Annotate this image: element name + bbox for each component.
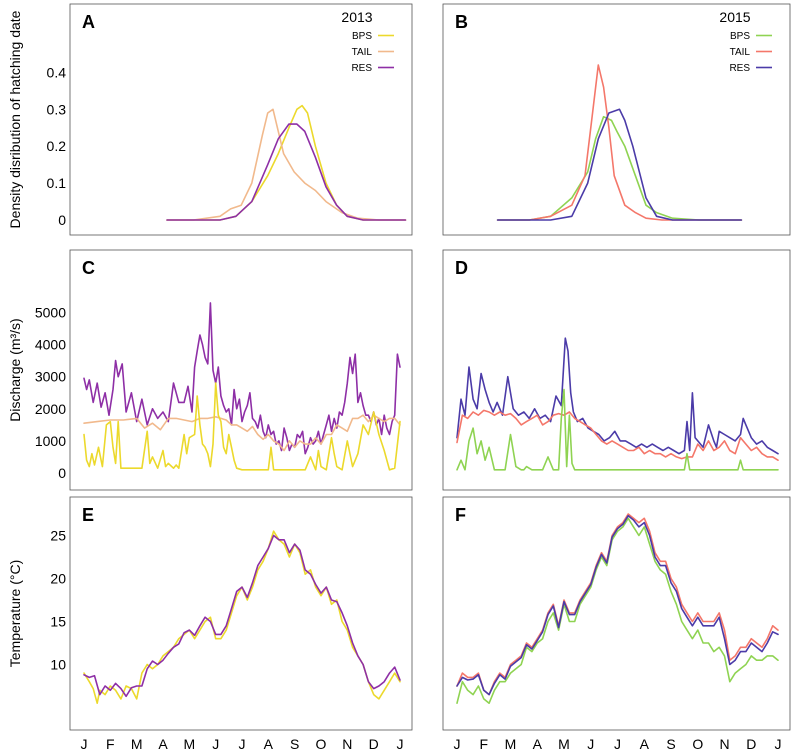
x-month-label: A — [533, 736, 543, 752]
y-tick-label: 20 — [50, 571, 66, 587]
x-month-label: O — [692, 736, 703, 752]
legend-label: BPS — [352, 31, 372, 42]
y-tick-label: 0 — [58, 212, 66, 228]
x-month-label: M — [131, 736, 143, 752]
panel-b: B 2015 BPS TAIL RES — [442, 3, 791, 236]
series-line-res — [456, 337, 779, 455]
x-month-label: S — [290, 736, 299, 752]
y-tick-label: 15 — [50, 614, 66, 630]
x-month-label: A — [158, 736, 168, 752]
series-line-tail — [456, 513, 779, 696]
series-line-tail — [456, 409, 779, 462]
series-line-res — [83, 534, 401, 698]
panel-c: C 0 1000 2000 3000 4000 5000 Discharge (m³/s) — [7, 249, 413, 491]
panel-e: E 10 15 20 25 Temperature (°C) — [7, 496, 413, 731]
series-line-tail — [496, 64, 743, 221]
panel-frame — [69, 249, 413, 491]
y-axis-label: Discharge (m³/s) — [7, 318, 23, 421]
x-month-label: D — [746, 736, 756, 752]
panel-a: A 0 0.1 0.2 0.3 0.4 Density disribution of hat… — [7, 3, 413, 236]
y-tick-label: 4000 — [35, 337, 66, 353]
x-month-label: O — [316, 736, 327, 752]
series-line-res — [166, 123, 407, 221]
x-month-label: D — [369, 736, 379, 752]
y-axis-label: Temperature (°C) — [7, 560, 23, 668]
panel-letter: D — [455, 258, 468, 278]
x-month-label: N — [342, 736, 352, 752]
x-month-label: A — [264, 736, 274, 752]
series-line-res — [456, 514, 779, 696]
y-tick-label: 0.2 — [47, 138, 67, 154]
panel-letter: A — [82, 12, 95, 32]
x-month-label: M — [183, 736, 195, 752]
legend-label: BPS — [730, 31, 750, 42]
x-month-label: J — [587, 736, 594, 752]
x-month-label: F — [106, 736, 115, 752]
x-month-label: M — [558, 736, 570, 752]
x-month-label: A — [640, 736, 650, 752]
x-month-label: J — [81, 736, 88, 752]
panel-frame — [442, 3, 791, 236]
year-title: 2013 — [341, 9, 372, 25]
x-month-label: J — [454, 736, 461, 752]
year-title: 2015 — [719, 9, 750, 25]
series-line-bps — [456, 517, 779, 705]
panel-frame — [69, 496, 413, 731]
y-tick-label: 25 — [50, 528, 66, 544]
panel-frame — [442, 249, 791, 491]
series-line-bps — [496, 115, 743, 221]
x-month-label: S — [666, 736, 675, 752]
series-line-tail — [166, 108, 407, 221]
panel-letter: B — [455, 12, 468, 32]
series-line-res — [83, 302, 401, 455]
y-tick-label: 2000 — [35, 401, 66, 417]
legend-label: TAIL — [352, 47, 373, 58]
x-month-label: J — [212, 736, 219, 752]
legend-label: RES — [729, 63, 750, 74]
panel-frame — [69, 3, 413, 236]
series-line-bps — [166, 104, 407, 221]
x-month-label: J — [775, 736, 782, 752]
x-month-label: F — [480, 736, 489, 752]
series-line-res — [496, 108, 743, 221]
panel-letter: E — [82, 505, 94, 525]
series-line-bps — [83, 382, 401, 471]
panel-d: D — [442, 249, 791, 491]
series-line-bps — [83, 530, 401, 705]
y-axis-label: Density disribution of hatching date — [7, 10, 23, 228]
series-line-tail — [83, 414, 401, 452]
y-tick-label: 0.4 — [47, 64, 67, 80]
y-tick-label: 10 — [50, 657, 66, 673]
panel-f: F — [442, 496, 791, 731]
legend-label: RES — [351, 63, 372, 74]
y-tick-label: 3000 — [35, 369, 66, 385]
panel-letter: C — [82, 258, 95, 278]
x-month-label: N — [719, 736, 729, 752]
y-tick-label: 1000 — [35, 433, 66, 449]
y-tick-label: 0.3 — [47, 101, 67, 117]
panel-letter: F — [455, 505, 466, 525]
y-tick-label: 0 — [58, 465, 66, 481]
y-tick-label: 5000 — [35, 305, 66, 321]
x-month-label: J — [614, 736, 621, 752]
y-tick-label: 0.1 — [47, 175, 67, 191]
x-month-label: M — [505, 736, 517, 752]
panel-frame — [442, 496, 791, 731]
series-line-bps — [456, 388, 779, 471]
x-month-label: J — [397, 736, 404, 752]
legend-label: TAIL — [730, 47, 751, 58]
x-month-label: J — [239, 736, 246, 752]
